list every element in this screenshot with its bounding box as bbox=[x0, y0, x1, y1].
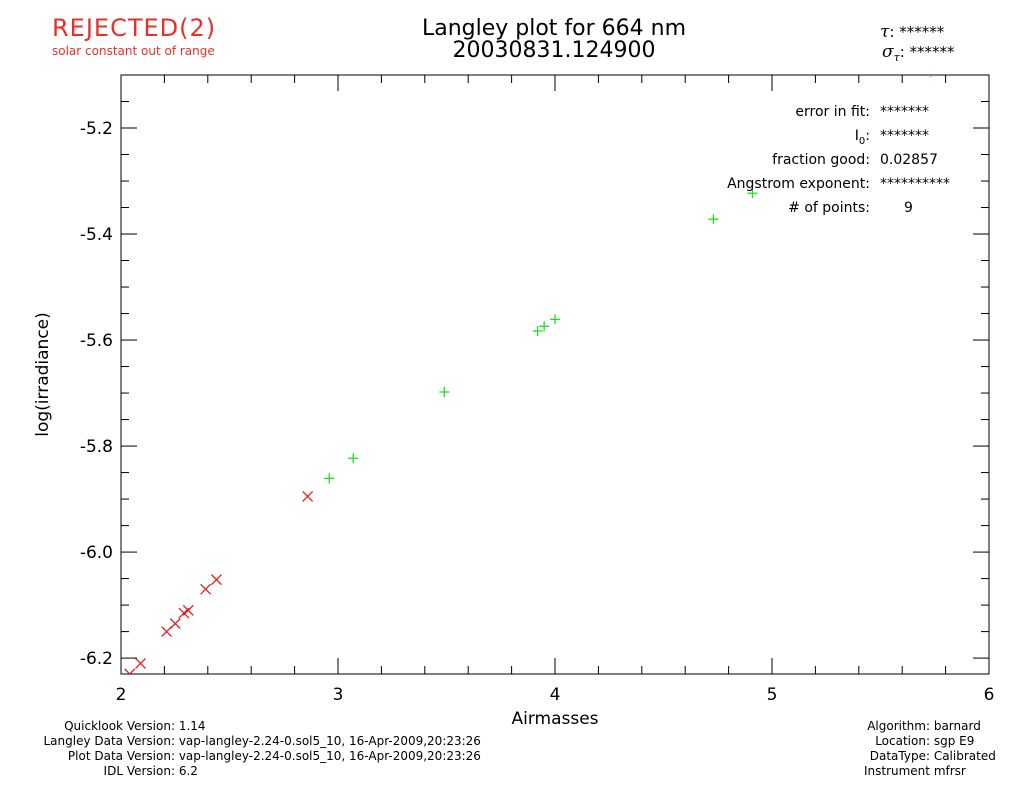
y-tick-label: -5.2 bbox=[80, 119, 113, 139]
rejected-point bbox=[302, 490, 314, 502]
x-tick-label: 5 bbox=[767, 685, 778, 705]
footer-label: IDL Version: bbox=[103, 764, 175, 778]
footer-row: Instrument mfrsr bbox=[838, 764, 996, 779]
footer-row: Plot Data Version: vap-langley-2.24-0.so… bbox=[0, 749, 481, 764]
y-tick-label: -6.0 bbox=[80, 543, 113, 563]
footer-label: DataType: bbox=[869, 749, 930, 763]
x-tick-label: 4 bbox=[550, 685, 561, 705]
footer-row: Langley Data Version: vap-langley-2.24-0… bbox=[0, 734, 481, 749]
x-tick-label: 6 bbox=[984, 685, 995, 705]
accepted-point bbox=[539, 321, 550, 332]
footer-row: Quicklook Version: 1.14 bbox=[0, 719, 481, 734]
accepted-point bbox=[929, 75, 932, 77]
y-tick-label: -6.2 bbox=[80, 649, 113, 669]
footer-value: vap-langley-2.24-0.sol5_10, 16-Apr-2009,… bbox=[178, 734, 481, 748]
rejected-point bbox=[182, 604, 194, 616]
x-tick-label: 2 bbox=[116, 685, 127, 705]
i0-label: I0: bbox=[855, 128, 870, 147]
accepted-point bbox=[348, 453, 359, 464]
i0-subscript: 0 bbox=[858, 135, 866, 147]
fraction-good-label: fraction good: bbox=[772, 152, 870, 168]
x-tick-label: 3 bbox=[333, 685, 344, 705]
y-tick-label: -5.8 bbox=[80, 437, 113, 457]
footer-value: 6.2 bbox=[178, 764, 198, 778]
footer-label: Algorithm: bbox=[867, 719, 930, 733]
angstrom-label: Angstrom exponent: bbox=[727, 176, 870, 192]
tau-readout: τ: ****** bbox=[880, 22, 944, 42]
accepted-point bbox=[324, 473, 335, 484]
rejected-point bbox=[211, 574, 222, 586]
footer-label: Location: bbox=[875, 734, 930, 748]
footer-value: 1.14 bbox=[178, 719, 206, 733]
rejected-point bbox=[169, 618, 181, 630]
accepted-point bbox=[550, 314, 560, 325]
footer-label: Plot Data Version: bbox=[67, 749, 175, 763]
footer-row: Algorithm: barnard bbox=[838, 719, 996, 734]
sigma-readout: στ: ****** bbox=[882, 42, 955, 64]
angstrom-value: ********** bbox=[880, 176, 950, 192]
status-label: REJECTED(2) bbox=[52, 14, 217, 42]
tau-symbol: τ bbox=[880, 22, 890, 42]
sigma-subscript: τ bbox=[893, 51, 900, 65]
rejected-point bbox=[124, 668, 136, 674]
sigma-symbol: σ bbox=[882, 42, 894, 62]
error-fit-value: ******* bbox=[880, 104, 929, 120]
footer-label: Quicklook Version: bbox=[64, 719, 175, 733]
footer-label: Langley Data Version: bbox=[43, 734, 175, 748]
footer-row: DataType: Calibrated bbox=[838, 749, 996, 764]
rejected-point bbox=[135, 657, 146, 669]
footer-row: Location: sgp E9 bbox=[838, 734, 996, 749]
chart-subtitle: 20030831.124900 bbox=[452, 38, 656, 63]
chart-title: Langley plot for 664 nm bbox=[421, 16, 687, 41]
i0-colon: : bbox=[865, 128, 870, 144]
footer-row: IDL Version: 6.2 bbox=[0, 764, 481, 779]
y-tick-label: -5.4 bbox=[80, 225, 113, 245]
fraction-good-value: 0.02857 bbox=[880, 152, 938, 168]
accepted-point bbox=[747, 188, 758, 199]
status-reason: solar constant out of range bbox=[52, 44, 215, 58]
footer-label: Instrument bbox=[863, 764, 930, 778]
i0-value: ******* bbox=[880, 128, 929, 144]
footer-right: Algorithm: barnard Location: sgp E9 Data… bbox=[838, 719, 996, 779]
footer-value: vap-langley-2.24-0.sol5_10, 16-Apr-2009,… bbox=[178, 749, 481, 763]
footer-left: Quicklook Version: 1.14 Langley Data Ver… bbox=[0, 719, 481, 779]
accepted-point bbox=[532, 326, 543, 337]
points-label: # of points: bbox=[788, 200, 870, 216]
y-axis-label: log(irradiance) bbox=[33, 312, 53, 437]
error-fit-label: error in fit: bbox=[795, 104, 870, 120]
accepted-point bbox=[708, 214, 719, 225]
x-axis-label: Airmasses bbox=[511, 709, 598, 729]
sigma-value: : ****** bbox=[899, 43, 955, 61]
accepted-point bbox=[439, 386, 450, 397]
points-value: 9 bbox=[904, 200, 913, 216]
tau-value: : ****** bbox=[889, 23, 945, 41]
footer-value: mfrsr bbox=[933, 764, 966, 778]
footer-value: barnard bbox=[933, 719, 981, 733]
rejected-point bbox=[200, 583, 212, 595]
footer-value: Calibrated bbox=[933, 749, 996, 763]
y-tick-label: -5.6 bbox=[80, 331, 113, 351]
i0-letter: I bbox=[854, 128, 859, 144]
footer-value: sgp E9 bbox=[933, 734, 975, 748]
